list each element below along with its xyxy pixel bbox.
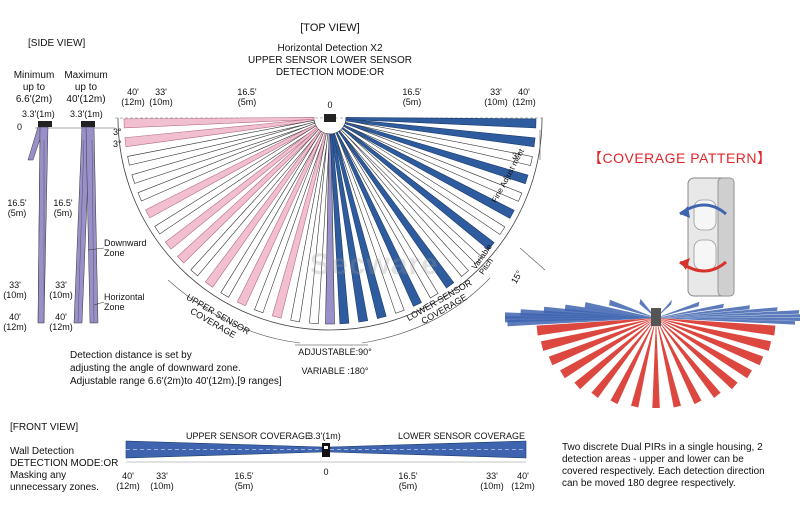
side-d33-left: 33' (10m) bbox=[3, 280, 27, 300]
side-sensor-right bbox=[81, 121, 95, 127]
scale-right-33: 33' bbox=[490, 87, 502, 97]
coverage-beam-lower bbox=[656, 318, 752, 379]
coverage-description: Two discrete Dual PIRs in a single housi… bbox=[562, 442, 765, 489]
coverage-beam-lower bbox=[631, 318, 656, 408]
front-right-40: 40' (12m) bbox=[511, 471, 535, 491]
coverage-beam-lower bbox=[574, 318, 656, 390]
side-height-right: 3.3'(1m) bbox=[70, 109, 103, 119]
variable-pitch-tick bbox=[519, 247, 546, 271]
coverage-beam-lower bbox=[591, 318, 656, 398]
scale-left-33: 33' bbox=[155, 87, 167, 97]
angle-3-a: 3° bbox=[113, 127, 122, 137]
side-max-label: Maximum up to 40'(12m) bbox=[64, 70, 108, 105]
coverage-beam-upper bbox=[656, 299, 672, 318]
coverage-beam-lower bbox=[540, 318, 656, 351]
scale-right-33m: (10m) bbox=[484, 97, 508, 107]
side-min-label: Minimum up to 6.6'(2m) bbox=[13, 70, 55, 105]
scale-left-33m: (10m) bbox=[149, 97, 173, 107]
side-sensor-left bbox=[38, 121, 52, 127]
device-housing bbox=[679, 177, 735, 297]
coverage-beam-lower bbox=[560, 318, 656, 379]
coverage-beam-upper bbox=[656, 301, 700, 318]
fan-beam-lower bbox=[345, 117, 537, 129]
coverage-beam-upper bbox=[656, 314, 800, 318]
scale-right-16m: (5m) bbox=[402, 97, 422, 107]
coverage-beam-upper bbox=[656, 310, 800, 318]
coverage-sensor bbox=[651, 308, 661, 326]
coverage-beam-upper bbox=[656, 305, 750, 318]
coverage-beam-lower bbox=[548, 318, 656, 366]
front-zero: 0 bbox=[323, 467, 329, 477]
side-d40-left: 40' (12m) bbox=[3, 312, 27, 332]
coverage-beam-upper bbox=[584, 302, 656, 318]
top-view-subtitle-1: Horizontal Detection X2 bbox=[277, 43, 383, 54]
front-left-40: 40' (12m) bbox=[116, 471, 140, 491]
scale-right-40m: (12m) bbox=[512, 97, 536, 107]
angle-3-b: 3° bbox=[113, 139, 122, 149]
coverage-beam-lower bbox=[656, 318, 721, 398]
lower-coverage-bracket bbox=[361, 277, 491, 344]
coverage-beam-lower bbox=[536, 318, 656, 336]
side-d40-right: 40' (12m) bbox=[49, 312, 73, 332]
top-view-subtitle-3: DETECTION MODE:OR bbox=[275, 67, 385, 78]
scale-left-16m: (5m) bbox=[237, 97, 257, 107]
top-view-title: [TOP VIEW] bbox=[300, 22, 360, 34]
scale-zero: 0 bbox=[327, 100, 333, 110]
scale-left-16: 16.5' bbox=[237, 87, 257, 97]
top-view-subtitle-2: UPPER SENSOR LOWER SENSOR bbox=[248, 55, 412, 66]
scale-left-40: 40' bbox=[127, 87, 139, 97]
fan-sensor bbox=[324, 114, 336, 122]
top-view-fan-diagram bbox=[115, 114, 546, 346]
coverage-beam-lower bbox=[652, 318, 660, 408]
downward-zone-label: Downward Zone bbox=[104, 238, 147, 258]
front-left-16: 16.5' (5m) bbox=[234, 471, 254, 491]
front-view-title: [FRONT VIEW] bbox=[10, 422, 79, 433]
angle-3-c: 3° bbox=[512, 151, 521, 161]
fan-outer-arc bbox=[117, 117, 543, 331]
horizontal-zone-label: Horizontal Zone bbox=[104, 292, 145, 312]
side-zero: 0 bbox=[17, 122, 23, 132]
adjustable-label: ADJUSTABLE:90° bbox=[298, 347, 372, 357]
side-beam-max-horizontal bbox=[85, 126, 99, 324]
variable-label: VARIABLE :180° bbox=[301, 366, 369, 376]
side-d16-right: 16.5' (5m) bbox=[53, 198, 73, 218]
side-view-note: Detection distance is set by adjusting t… bbox=[70, 350, 282, 387]
coverage-beam-lower bbox=[656, 318, 772, 351]
watermark: Secware bbox=[310, 248, 439, 281]
front-upper-label: UPPER SENSOR COVERAGE bbox=[186, 431, 312, 441]
side-d33-right: 33' (10m) bbox=[49, 280, 73, 300]
coverage-beam-lower bbox=[656, 318, 738, 390]
scale-right-16: 16.5' bbox=[402, 87, 422, 97]
front-height-label: 3.3'(1m) bbox=[308, 431, 341, 441]
side-view-title: [SIDE VIEW] bbox=[28, 38, 86, 49]
scale-left-40m: (12m) bbox=[121, 97, 145, 107]
front-left-33: 33' (10m) bbox=[150, 471, 174, 491]
coverage-beam-lower bbox=[656, 318, 764, 366]
coverage-beam-upper bbox=[656, 307, 778, 318]
upper-coverage-bracket bbox=[167, 279, 301, 344]
coverage-pattern-illustration bbox=[505, 177, 800, 408]
coverage-beam-upper bbox=[656, 303, 724, 318]
coverage-beam-lower bbox=[656, 318, 681, 408]
scale-right-40: 40' bbox=[518, 87, 530, 97]
front-lower-label: LOWER SENSOR COVERAGE bbox=[398, 431, 526, 441]
front-view-note: Wall Detection DETECTION MODE:OR Masking… bbox=[10, 446, 119, 493]
coverage-beam-upper bbox=[609, 299, 656, 318]
front-sensor bbox=[322, 443, 330, 457]
coverage-beam-lower bbox=[656, 318, 776, 336]
coverage-beam-lower bbox=[656, 318, 702, 405]
front-right-16: 16.5' (5m) bbox=[398, 471, 418, 491]
coverage-pattern-title: 【COVERAGE PATTERN】 bbox=[588, 150, 772, 166]
coverage-beam-lower bbox=[610, 318, 656, 405]
side-height-left: 3.3'(1m) bbox=[22, 109, 55, 119]
coverage-beam-upper bbox=[656, 317, 800, 322]
side-d16-left: 16.5' (5m) bbox=[7, 198, 27, 218]
coverage-beam-upper bbox=[656, 318, 796, 325]
front-right-33: 33' (10m) bbox=[480, 471, 504, 491]
